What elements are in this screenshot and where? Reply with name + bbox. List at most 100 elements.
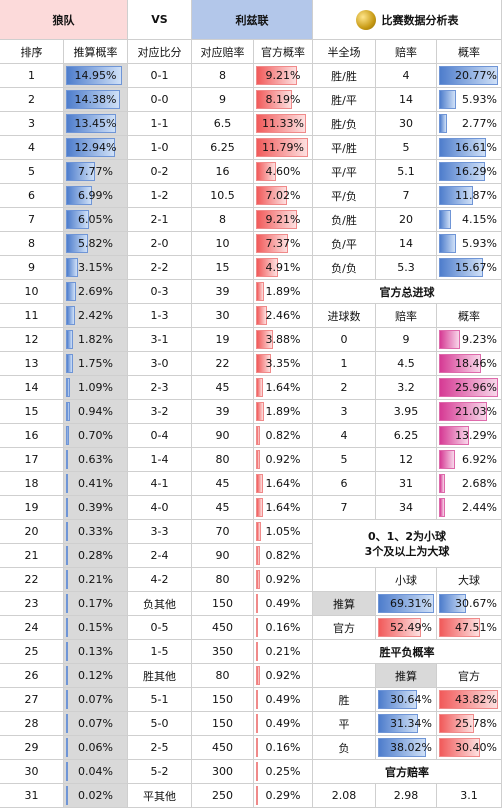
rank-cell: 11 — [0, 304, 64, 328]
halffull-label-cell-text: 负/平 — [331, 237, 357, 251]
rank-cell-text: 23 — [24, 597, 39, 610]
wdl-label-cell: 负 — [313, 736, 376, 760]
calc-prob-cell-bar — [66, 450, 69, 469]
halffull-odds-cell: 5.1 — [376, 160, 437, 184]
small-big-row-label-text: 官方 — [333, 621, 355, 635]
rank-cell-text: 3 — [28, 117, 35, 130]
halffull-odds-cell: 20 — [376, 208, 437, 232]
odds-cell-text: 39 — [215, 405, 230, 418]
rank-cell: 22 — [0, 568, 64, 592]
official-prob-cell-bar — [256, 690, 259, 709]
goals-odds-cell: 34 — [376, 496, 437, 520]
odds-cell-text: 45 — [215, 501, 230, 514]
official-prob-cell-text: 0.82% — [265, 549, 301, 562]
goals-prob-cell: 2.68% — [437, 472, 502, 496]
halffull-prob-cell: 16.61% — [437, 136, 502, 160]
calc-prob-cell-bar — [66, 234, 88, 253]
goals-odds-cell: 3.95 — [376, 400, 437, 424]
rank-cell-text: 9 — [28, 261, 35, 274]
goals-prob-cell-text: 9.23% — [462, 333, 497, 346]
official-prob-cell-text: 0.16% — [265, 741, 301, 754]
calc-prob-cell-text: 2.69% — [78, 285, 113, 298]
score-cell-text: 2-3 — [150, 381, 169, 394]
small-ball-cell-text: 52.49% — [390, 621, 432, 634]
official-odds-title-text: 官方赔率 — [385, 765, 429, 779]
goals-prob-cell: 9.23% — [437, 328, 502, 352]
wdl-blank — [313, 664, 376, 688]
small-ball-cell-bar — [378, 618, 421, 637]
official-prob-cell-text: 0.49% — [265, 717, 301, 730]
rank-cell: 10 — [0, 280, 64, 304]
wdl-official-cell-text: 30.40% — [455, 741, 497, 754]
official-prob-cell: 0.92% — [254, 448, 313, 472]
official-prob-cell-text: 0.92% — [265, 453, 301, 466]
odds-cell: 19 — [192, 328, 254, 352]
odds-cell-text: 80 — [215, 453, 230, 466]
left-col-header-0: 排序 — [0, 40, 64, 64]
goals-prob-cell-bar — [439, 426, 470, 445]
calc-prob-cell-text: 0.94% — [78, 405, 113, 418]
halffull-prob-cell-bar — [439, 186, 473, 205]
goals-prob-cell-bar — [439, 354, 481, 373]
odds-cell: 10.5 — [192, 184, 254, 208]
halffull-odds-cell: 30 — [376, 112, 437, 136]
rank-cell-text: 22 — [24, 573, 39, 586]
left-col-header-4-text: 官方概率 — [261, 45, 305, 59]
score-cell-text: 1-1 — [150, 117, 169, 130]
score-cell-text: 0-1 — [150, 69, 169, 82]
odds-cell: 150 — [192, 712, 254, 736]
official-prob-cell: 0.92% — [254, 568, 313, 592]
goals-odds-cell: 9 — [376, 328, 437, 352]
calc-prob-cell-text: 0.06% — [78, 741, 113, 754]
official-prob-cell-bar — [256, 258, 278, 277]
official-prob-cell-text: 0.29% — [265, 789, 301, 802]
wdl-official-cell-bar — [439, 690, 499, 709]
official-odds-value-text: 2.08 — [331, 789, 357, 802]
left-col-header-2: 对应比分 — [128, 40, 192, 64]
rank-cell: 25 — [0, 640, 64, 664]
score-cell-text: 2-0 — [150, 237, 169, 250]
odds-cell-text: 350 — [212, 645, 233, 658]
score-cell-text: 1-2 — [150, 189, 169, 202]
calc-prob-cell: 2.69% — [64, 280, 128, 304]
calc-prob-cell-bar — [66, 594, 68, 613]
calc-prob-cell: 0.41% — [64, 472, 128, 496]
goals-odds-cell-text: 31 — [399, 477, 413, 490]
official-prob-cell-text: 0.92% — [265, 573, 301, 586]
official-prob-cell-bar — [256, 786, 258, 805]
goals-count-cell-text: 0 — [340, 333, 348, 346]
score-cell: 0-2 — [128, 160, 192, 184]
halffull-label-cell: 平/胜 — [313, 136, 376, 160]
halffull-col-header-2: 概率 — [437, 40, 502, 64]
score-cell: 4-0 — [128, 496, 192, 520]
small-big-note-line2: 3个及以上为大球 — [364, 544, 450, 558]
goals-prob-cell: 18.46% — [437, 352, 502, 376]
score-cell-text: 2-2 — [150, 261, 169, 274]
rank-cell-text: 5 — [28, 165, 35, 178]
halffull-prob-cell-bar — [439, 162, 486, 181]
odds-cell: 450 — [192, 616, 254, 640]
rank-cell-text: 26 — [24, 669, 39, 682]
calc-prob-cell-text: 0.39% — [78, 501, 113, 514]
halffull-prob-cell: 16.29% — [437, 160, 502, 184]
halffull-label-cell: 平/负 — [313, 184, 376, 208]
official-prob-cell-text: 1.05% — [265, 525, 301, 538]
official-prob-cell: 3.88% — [254, 328, 313, 352]
rank-cell: 19 — [0, 496, 64, 520]
official-prob-cell-text: 0.16% — [265, 621, 301, 634]
calc-prob-cell: 5.82% — [64, 232, 128, 256]
halffull-label-cell-text: 胜/胜 — [331, 69, 357, 83]
official-prob-cell: 8.19% — [254, 88, 313, 112]
halffull-prob-cell-bar — [439, 66, 498, 85]
halffull-prob-cell-text: 5.93% — [462, 93, 497, 106]
official-prob-cell-text: 0.21% — [265, 645, 301, 658]
rank-cell: 6 — [0, 184, 64, 208]
wdl-official-cell-bar — [439, 738, 481, 757]
official-prob-cell-bar — [256, 402, 265, 421]
left-col-header-1: 推算概率 — [64, 40, 128, 64]
official-prob-cell-bar — [256, 114, 306, 133]
wdl-official-cell-text: 43.82% — [455, 693, 497, 706]
rank-cell-text: 29 — [24, 741, 39, 754]
wdl-calc-cell-text: 31.34% — [390, 717, 432, 730]
goals-odds-cell: 31 — [376, 472, 437, 496]
